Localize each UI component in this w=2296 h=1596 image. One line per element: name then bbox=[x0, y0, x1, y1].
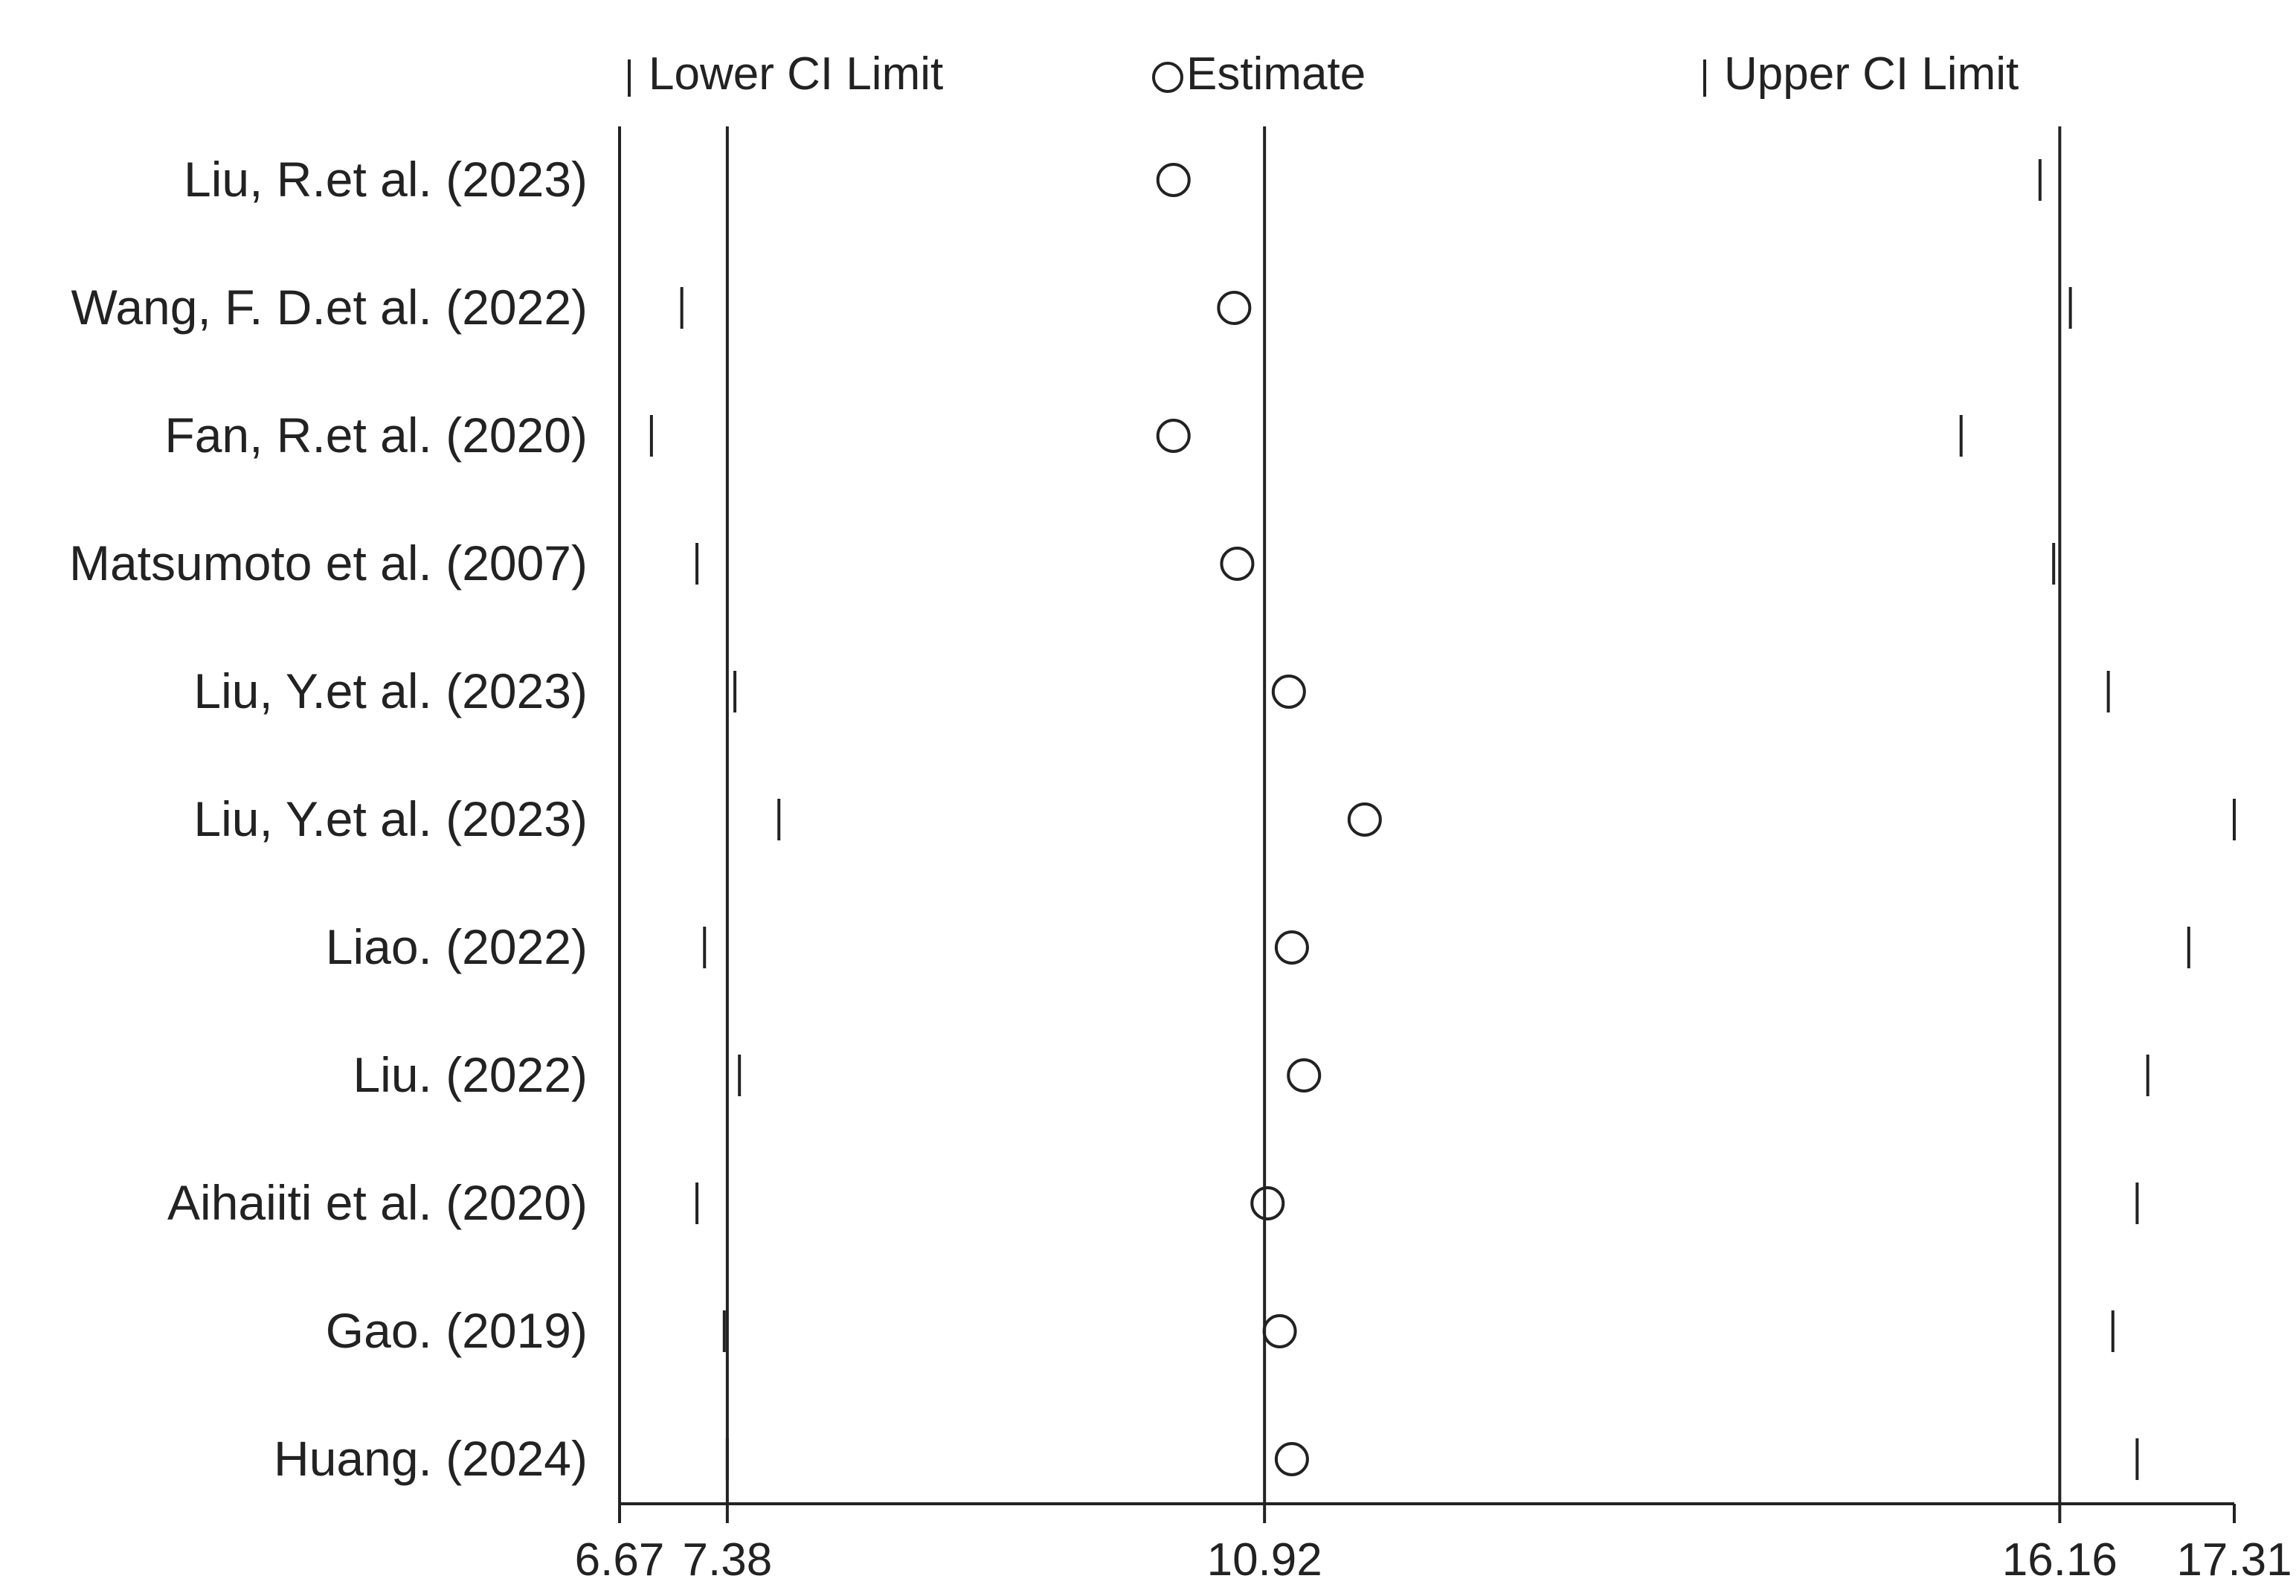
study-label: Liu. (2022) bbox=[353, 1047, 588, 1102]
study-label: Gao. (2019) bbox=[326, 1303, 588, 1358]
study-label: Liao. (2022) bbox=[326, 919, 588, 974]
x-tick-label: 7.38 bbox=[683, 1534, 773, 1586]
study-row: Liu, Y.et al. (2023) bbox=[193, 663, 2110, 718]
study-label: Huang. (2024) bbox=[274, 1431, 588, 1486]
study-row: Fan, R.et al. (2020) bbox=[164, 408, 1963, 463]
study-label: Liu, R.et al. (2023) bbox=[184, 152, 588, 207]
x-tick-label: 10.92 bbox=[1207, 1534, 1322, 1586]
reference-lines bbox=[618, 126, 2062, 1504]
study-rows: Liu, R.et al. (2023) Wang, F. D.et al. (2… bbox=[69, 152, 2236, 1486]
legend-lower-label: Lower CI Limit bbox=[649, 48, 943, 100]
estimate-point bbox=[1287, 1058, 1322, 1093]
x-axis: 6.67 7.38 10.92 16.16 17.31 bbox=[575, 1502, 2292, 1586]
study-label: Liu, Y.et al. (2023) bbox=[193, 663, 588, 718]
estimate-point bbox=[1262, 1314, 1297, 1348]
estimate-point bbox=[1156, 163, 1191, 197]
study-row: Wang, F. D.et al. (2022) bbox=[71, 280, 2072, 335]
estimate-point bbox=[1217, 291, 1252, 325]
legend: Lower CI Limit Estimate Upper CI Limit bbox=[628, 48, 2019, 100]
study-row: Aihaiiti et al. (2020) bbox=[167, 1175, 2139, 1230]
legend-estimate-label: Estimate bbox=[1186, 48, 1366, 100]
estimate-point bbox=[1274, 1442, 1309, 1476]
study-label: Matsumoto et al. (2007) bbox=[69, 535, 588, 591]
study-row: Huang. (2024) bbox=[274, 1431, 2139, 1486]
study-label: Aihaiiti et al. (2020) bbox=[167, 1175, 588, 1230]
study-row: Matsumoto et al. (2007) bbox=[69, 535, 2056, 591]
estimate-point bbox=[1250, 1186, 1285, 1220]
estimate-point bbox=[1347, 802, 1382, 837]
x-tick-label: 16.16 bbox=[2002, 1534, 2117, 1586]
x-tick-label: 6.67 bbox=[575, 1534, 665, 1586]
study-row: Gao. (2019) bbox=[326, 1303, 2115, 1358]
legend-estimate-circle-icon bbox=[1152, 62, 1183, 93]
study-row: Liu. (2022) bbox=[353, 1047, 2149, 1102]
estimate-point bbox=[1271, 675, 1306, 709]
study-row: Liao. (2022) bbox=[326, 919, 2190, 974]
study-row: Liu, Y.et al. (2023) bbox=[193, 791, 2236, 846]
study-label: Wang, F. D.et al. (2022) bbox=[71, 280, 588, 335]
estimate-point bbox=[1220, 547, 1255, 581]
x-tick-label: 17.31 bbox=[2176, 1534, 2292, 1586]
study-label: Liu, Y.et al. (2023) bbox=[193, 791, 588, 846]
study-row: Liu, R.et al. (2023) bbox=[184, 152, 2042, 207]
estimate-point bbox=[1156, 419, 1191, 453]
estimate-point bbox=[1274, 930, 1309, 965]
legend-upper-label: Upper CI Limit bbox=[1724, 48, 2019, 100]
study-label: Fan, R.et al. (2020) bbox=[164, 408, 588, 463]
